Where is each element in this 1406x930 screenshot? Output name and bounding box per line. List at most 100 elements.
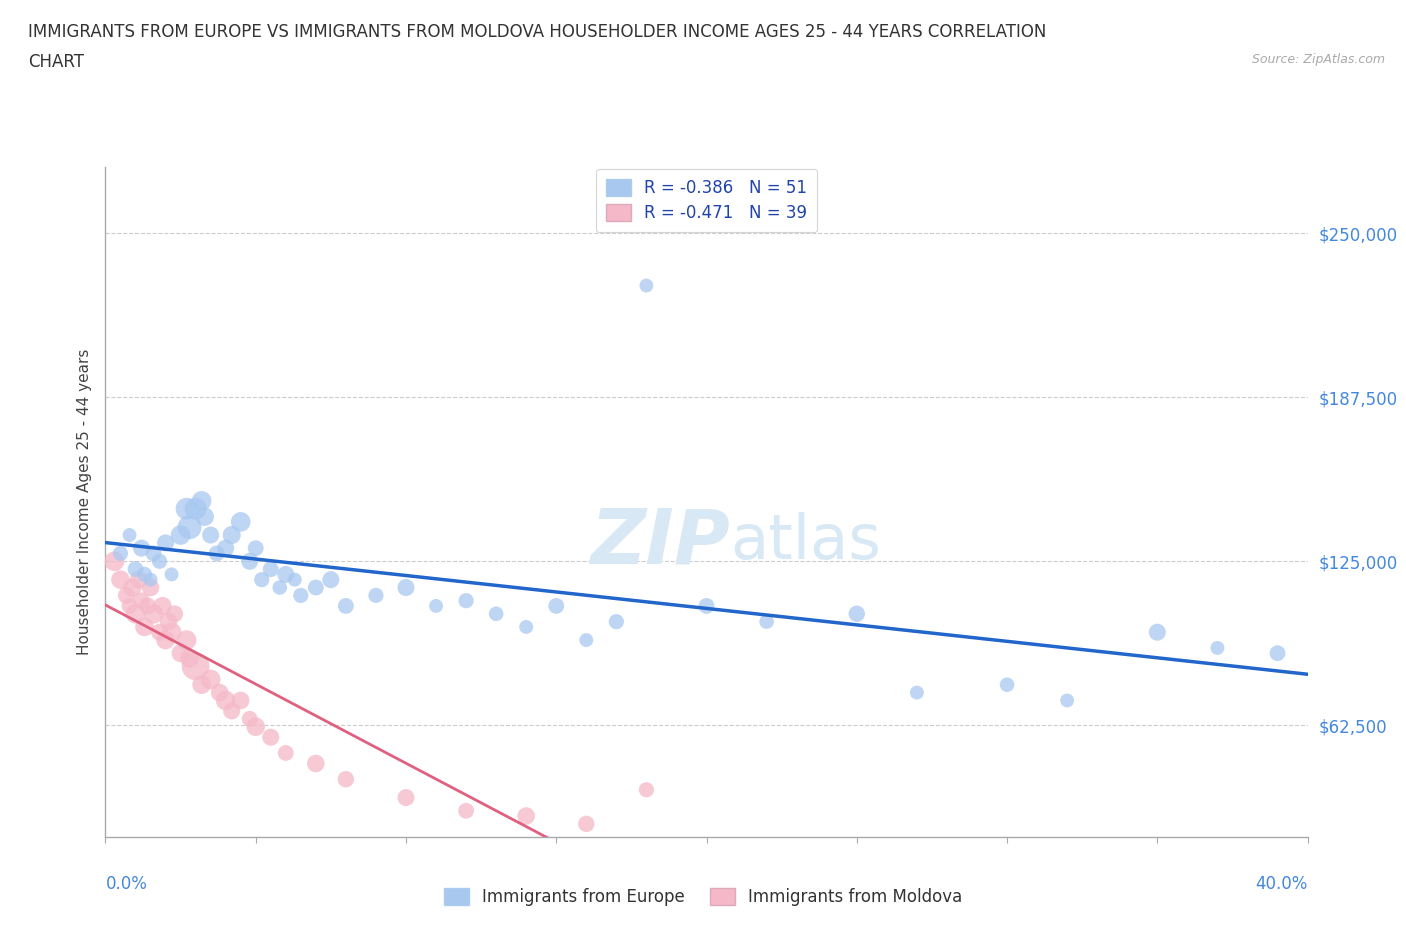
Point [142,606,165,621]
Point [395,790,418,805]
Point [155,632,177,647]
Point [239,711,262,726]
Point [128,572,150,587]
Point [131,540,153,555]
Point [274,567,297,582]
Point [190,494,212,509]
Point [103,554,125,569]
Point [169,645,191,660]
Text: IMMIGRANTS FROM EUROPE VS IMMIGRANTS FROM MOLDOVA HOUSEHOLDER INCOME AGES 25 - 4: IMMIGRANTS FROM EUROPE VS IMMIGRANTS FRO… [28,23,1046,41]
Point [124,562,146,577]
Point [139,580,162,595]
Point [290,588,312,603]
Point [250,572,273,587]
Text: atlas: atlas [731,512,882,572]
Point [194,510,217,525]
Point [1146,625,1168,640]
Point [454,804,477,818]
Text: 0.0%: 0.0% [105,874,148,893]
Point [179,520,201,535]
Point [121,580,143,595]
Point [139,572,162,587]
Point [454,593,477,608]
Text: Source: ZipAtlas.com: Source: ZipAtlas.com [1251,53,1385,66]
Point [214,540,236,555]
Point [110,546,132,561]
Point [1206,641,1229,656]
Y-axis label: Householder Income Ages 25 - 44 years: Householder Income Ages 25 - 44 years [76,349,91,656]
Point [696,599,718,614]
Point [214,693,236,708]
Point [305,756,328,771]
Point [245,719,267,734]
Point [755,614,778,629]
Point [163,606,186,621]
Point [425,599,447,614]
Point [995,677,1018,692]
Point [260,730,283,745]
Point [335,599,357,614]
Point [110,572,132,587]
Point [124,606,146,621]
Point [184,658,207,673]
Point [636,782,658,797]
Point [148,554,170,569]
Point [485,606,508,621]
Point [245,540,267,555]
Point [221,527,243,542]
Point [115,588,138,603]
Point [152,599,174,614]
Legend: R = -0.386   N = 51, R = -0.471   N = 39: R = -0.386 N = 51, R = -0.471 N = 39 [596,169,817,232]
Point [184,501,207,516]
Point [148,625,170,640]
Point [176,632,198,647]
Point [131,593,153,608]
Point [1267,645,1289,660]
Point [134,619,156,634]
Point [305,580,328,595]
Point [260,562,283,577]
Point [142,546,165,561]
Point [179,651,201,666]
Point [160,567,183,582]
Point [1056,693,1078,708]
Legend: Immigrants from Europe, Immigrants from Moldova: Immigrants from Europe, Immigrants from … [437,881,969,912]
Point [155,536,177,551]
Point [284,572,307,587]
Point [205,546,228,561]
Point [605,614,627,629]
Point [157,614,180,629]
Point [239,554,262,569]
Point [169,527,191,542]
Point [575,632,598,647]
Point [636,278,658,293]
Point [136,599,159,614]
Point [845,606,868,621]
Point [546,599,568,614]
Point [274,746,297,761]
Point [905,685,928,700]
Text: ZIP: ZIP [591,505,731,579]
Point [229,514,252,529]
Point [395,580,418,595]
Point [176,501,198,516]
Point [229,693,252,708]
Text: 40.0%: 40.0% [1256,874,1308,893]
Point [190,677,212,692]
Point [364,588,387,603]
Point [134,567,156,582]
Point [200,527,222,542]
Point [200,672,222,687]
Text: CHART: CHART [28,53,84,71]
Point [515,808,537,823]
Point [118,599,141,614]
Point [160,625,183,640]
Point [269,580,291,595]
Point [118,527,141,542]
Point [515,619,537,634]
Point [319,572,342,587]
Point [335,772,357,787]
Point [208,685,231,700]
Point [221,703,243,718]
Point [575,817,598,831]
